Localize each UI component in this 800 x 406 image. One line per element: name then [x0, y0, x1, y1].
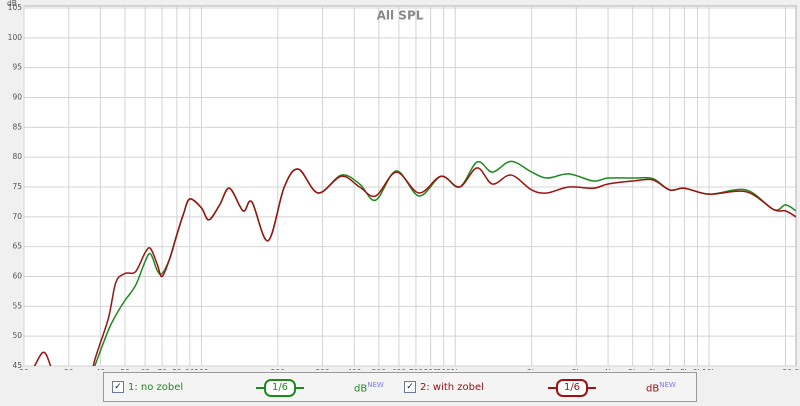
- x-tick-label: 200: [271, 368, 286, 370]
- x-tick-label: 5k: [628, 368, 638, 370]
- x-tick-label: 8k: [680, 368, 690, 370]
- x-tick-label: 7k: [665, 368, 675, 370]
- x-tick-label: 400: [347, 368, 362, 370]
- y-tick-label: 50: [12, 331, 22, 340]
- legend-label: 1: no zobel: [128, 381, 184, 393]
- y-tick-label: 80: [12, 152, 22, 161]
- x-tick-label: 9k: [693, 368, 703, 370]
- y-tick-label: 95: [12, 63, 22, 72]
- x-tick-label: 4k: [604, 368, 614, 370]
- y-tick-label: 65: [12, 242, 22, 251]
- unit-label[interactable]: dBNEW: [354, 381, 384, 394]
- unit-text: dB: [354, 383, 368, 395]
- checkbox[interactable]: ✓: [112, 381, 124, 393]
- x-tick-label: 10k: [702, 368, 717, 370]
- smoothing-button[interactable]: 1/6: [256, 379, 304, 397]
- y-tick-label: 85: [12, 122, 22, 131]
- unit-badge: NEW: [367, 381, 384, 389]
- y-tick-label: 75: [12, 182, 22, 191]
- x-tick-label: 90: [185, 368, 195, 370]
- x-tick-label: 1k: [451, 368, 461, 370]
- x-tick-label: 300: [315, 368, 330, 370]
- x-tick-label: 3k: [572, 368, 582, 370]
- x-tick-label: 900: [436, 368, 451, 370]
- x-tick-label: 6k: [648, 368, 658, 370]
- y-tick-label: 60: [12, 272, 22, 281]
- x-tick-label: 500: [372, 368, 387, 370]
- y-tick-label: 45: [12, 361, 22, 370]
- chart-title: All SPL: [377, 9, 424, 23]
- y-tick-label: 100: [8, 33, 23, 42]
- y-tick-label: 55: [12, 301, 22, 310]
- x-tick-label: 20,0k Hz: [782, 368, 800, 370]
- y-tick-label: 90: [12, 93, 22, 102]
- x-tick-label: 70: [157, 368, 167, 370]
- x-tick-label: 20: [19, 368, 29, 370]
- x-tick-label: 80: [172, 368, 182, 370]
- unit-label[interactable]: dBNEW: [646, 381, 676, 394]
- legend: ✓ 1: no zobel 1/6 dBNEW ✓ 2: with zobel 1/6 dBN…: [103, 372, 697, 402]
- legend-label: 2: with zobel: [420, 381, 484, 393]
- x-tick-label: 700: [409, 368, 424, 370]
- x-tick-label: 40: [96, 368, 106, 370]
- x-tick-label: 50: [120, 368, 130, 370]
- x-tick-label: 30: [64, 368, 74, 370]
- x-tick-label: 100: [194, 368, 209, 370]
- checkbox[interactable]: ✓: [404, 381, 416, 393]
- smoothing-button[interactable]: 1/6: [548, 379, 596, 397]
- lines: [33, 160, 796, 366]
- y-axis-label: dB: [7, 0, 17, 8]
- series-line: [33, 167, 796, 366]
- x-tick-label: 600: [392, 368, 407, 370]
- unit-text: dB: [646, 383, 660, 395]
- legend-item: ✓ 2: with zobel: [404, 381, 484, 393]
- x-tick-label: 800: [423, 368, 438, 370]
- x-tick-label: 2k: [527, 368, 537, 370]
- y-tick-label: 70: [12, 212, 22, 221]
- unit-badge: NEW: [659, 381, 676, 389]
- x-tick-label: 60: [140, 368, 150, 370]
- y-tick-label: 105: [8, 3, 23, 12]
- legend-item: ✓ 1: no zobel: [112, 381, 183, 393]
- chart: All SPL dB 45 50 55 60 65 70 75 80 85 90 95 100 105 2…: [7, 0, 800, 370]
